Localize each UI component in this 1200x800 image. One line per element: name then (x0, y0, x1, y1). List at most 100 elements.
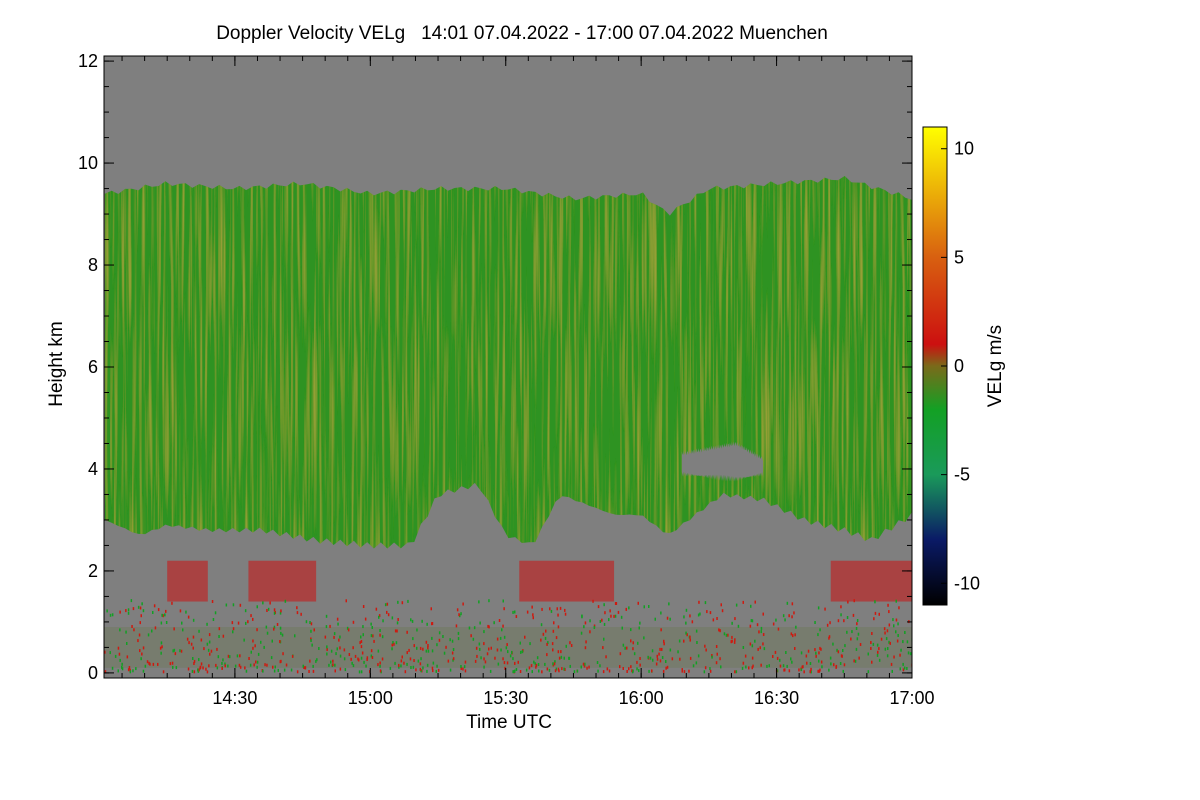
clutter-speckle (889, 641, 891, 645)
clutter-speckle (526, 610, 529, 614)
y-tick-label: 8 (88, 255, 98, 275)
colorbar-label: VELg m/s (985, 325, 1006, 407)
clutter-speckle (856, 622, 858, 626)
clutter-speckle (132, 607, 135, 611)
clutter-speckle (760, 626, 763, 630)
clutter-speckle (583, 625, 585, 629)
clutter-speckle (603, 622, 606, 626)
clutter-speckle (498, 619, 501, 622)
clutter-speckle (496, 637, 499, 641)
clutter-speckle (709, 667, 711, 671)
clutter-speckle (415, 668, 417, 672)
clutter-speckle (245, 621, 247, 625)
clutter-speckle (895, 618, 898, 622)
clutter-speckle (847, 600, 849, 604)
clutter-speckle (840, 605, 842, 609)
clutter-speckle (206, 642, 209, 646)
clutter-speckle (379, 629, 381, 632)
clutter-speckle (581, 615, 583, 619)
clutter-speckle (723, 632, 726, 636)
cloud-layer-low-layer-1-5-2-2-km-segment (248, 560, 317, 602)
clutter-speckle (786, 664, 788, 668)
clutter-speckle (252, 617, 254, 621)
clutter-speckle (515, 615, 518, 618)
clutter-speckle (685, 608, 688, 612)
clutter-speckle (377, 663, 379, 667)
clutter-speckle (651, 669, 653, 673)
clutter-speckle (837, 650, 840, 654)
clutter-speckle (552, 648, 554, 652)
clutter-speckle (832, 642, 834, 646)
clutter-speckle (553, 662, 556, 666)
clutter-speckle (336, 617, 339, 621)
clutter-speckle (138, 633, 141, 637)
clutter-speckle (208, 664, 210, 668)
clutter-speckle (365, 664, 367, 668)
clutter-speckle (391, 616, 394, 620)
clutter-speckle (541, 670, 543, 674)
clutter-speckle (620, 615, 623, 619)
clutter-speckle (438, 638, 441, 642)
clutter-speckle (443, 651, 446, 655)
clutter-speckle (296, 611, 299, 615)
colorbar-tick-label: -10 (954, 573, 980, 593)
clutter-speckle (142, 646, 145, 650)
clutter-speckle (589, 619, 591, 623)
clutter-speckle (750, 619, 753, 623)
clutter-speckle (419, 662, 422, 666)
clutter-speckle (199, 665, 202, 669)
clutter-speckle (159, 646, 162, 650)
clutter-speckle (210, 649, 213, 653)
clutter-speckle (169, 662, 172, 666)
clutter-speckle (626, 670, 628, 673)
clutter-speckle (406, 651, 408, 655)
clutter-speckle (449, 668, 452, 672)
clutter-speckle (119, 658, 121, 662)
clutter-speckle (490, 646, 492, 650)
clutter-speckle (703, 670, 706, 674)
clutter-speckle (846, 630, 848, 634)
clutter-speckle (555, 667, 558, 671)
clutter-speckle (683, 639, 685, 643)
clutter-speckle (161, 613, 163, 617)
clutter-speckle (876, 643, 879, 647)
clutter-speckle (570, 644, 573, 647)
clutter-speckle (277, 668, 279, 672)
clutter-speckle (171, 601, 173, 605)
clutter-speckle (628, 606, 630, 610)
clutter-speckle (334, 669, 336, 673)
clutter-speckle (216, 666, 219, 670)
clutter-speckle (121, 665, 123, 669)
clutter-speckle (660, 628, 662, 632)
clutter-speckle (263, 645, 265, 649)
clutter-speckle (839, 662, 842, 665)
clutter-speckle (556, 607, 558, 611)
clutter-speckle (711, 654, 713, 657)
clutter-speckle (846, 616, 849, 619)
clutter-speckle (855, 627, 858, 630)
clutter-speckle (536, 656, 539, 660)
clutter-speckle (162, 670, 165, 674)
clutter-speckle (205, 667, 207, 671)
clutter-speckle (503, 607, 505, 611)
clutter-speckle (559, 606, 562, 610)
clutter-speckle (501, 628, 503, 632)
clutter-speckle (857, 632, 860, 636)
clutter-speckle (400, 664, 402, 668)
clutter-speckle (464, 669, 467, 673)
clutter-speckle (608, 618, 610, 622)
clutter-speckle (695, 661, 698, 665)
clutter-speckle (381, 657, 384, 661)
clutter-speckle (239, 603, 242, 607)
clutter-speckle (148, 661, 150, 665)
clutter-speckle (533, 660, 535, 664)
clutter-speckle (305, 620, 308, 624)
clutter-speckle (815, 651, 817, 655)
clutter-speckle (426, 622, 428, 626)
clutter-speckle (364, 617, 367, 621)
clutter-speckle (504, 666, 506, 670)
clutter-speckle (666, 665, 669, 669)
clutter-speckle (528, 666, 531, 670)
clutter-speckle (348, 653, 351, 656)
clutter-speckle (480, 656, 482, 660)
